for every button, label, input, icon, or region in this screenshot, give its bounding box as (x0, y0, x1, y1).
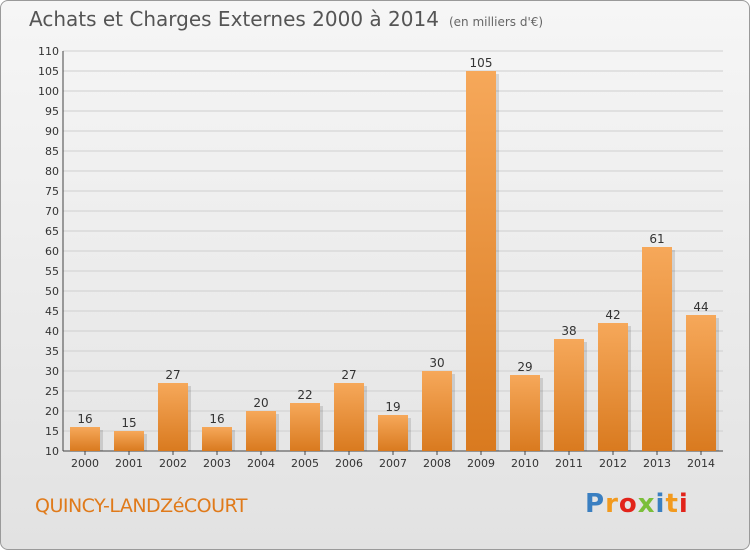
bar-2014 (686, 315, 716, 451)
proxiti-logo: Proxiti (585, 489, 689, 519)
y-tick-label: 35 (45, 345, 59, 358)
bar-2012 (598, 323, 628, 451)
commune-name: QUINCY-LANDZéCOURT (35, 495, 247, 517)
x-tick-label: 2002 (159, 457, 187, 470)
bar-2000 (70, 427, 100, 451)
bar-2004 (246, 411, 276, 451)
x-tick-label: 2010 (511, 457, 539, 470)
y-tick-label: 20 (45, 405, 59, 418)
bar-2008 (422, 371, 452, 451)
x-tick-label: 2008 (423, 457, 451, 470)
y-tick-label: 45 (45, 305, 59, 318)
bar-value-label: 42 (605, 308, 620, 322)
bar-value-label: 105 (470, 56, 493, 70)
bar-value-label: 22 (297, 388, 312, 402)
bar-value-label: 30 (429, 356, 444, 370)
y-tick-label: 95 (45, 105, 59, 118)
bar-value-label: 16 (209, 412, 224, 426)
bar-2009 (466, 71, 496, 451)
y-tick-label: 70 (45, 205, 59, 218)
bar-value-label: 29 (517, 360, 532, 374)
y-tick-label: 55 (45, 265, 59, 278)
bar-value-label: 16 (77, 412, 92, 426)
logo-letter: r (605, 489, 619, 519)
y-tick-label: 40 (45, 325, 59, 338)
y-tick-label: 100 (38, 85, 59, 98)
logo-letter: P (585, 489, 606, 519)
chart-title: Achats et Charges Externes 2000 à 2014 (29, 7, 439, 31)
y-tick-label: 80 (45, 165, 59, 178)
bar-2010 (510, 375, 540, 451)
bar-2006 (334, 383, 364, 451)
logo-letter: i (678, 489, 689, 519)
x-tick-label: 2001 (115, 457, 143, 470)
bar-value-label: 27 (165, 368, 180, 382)
y-tick-label: 75 (45, 185, 59, 198)
y-tick-label: 110 (38, 45, 59, 58)
bar-value-label: 19 (385, 400, 400, 414)
x-tick-label: 2013 (643, 457, 671, 470)
bar-2011 (554, 339, 584, 451)
logo-letter: o (618, 489, 638, 519)
bar-2002 (158, 383, 188, 451)
y-tick-label: 85 (45, 145, 59, 158)
bar-2013 (642, 247, 672, 451)
bar-2003 (202, 427, 232, 451)
y-tick-label: 50 (45, 285, 59, 298)
x-tick-label: 2004 (247, 457, 275, 470)
y-tick-label: 60 (45, 245, 59, 258)
x-tick-label: 2003 (203, 457, 231, 470)
y-tick-label: 105 (38, 65, 59, 78)
logo-letter: x (637, 489, 656, 519)
y-tick-label: 15 (45, 425, 59, 438)
x-tick-label: 2012 (599, 457, 627, 470)
bar-value-label: 20 (253, 396, 268, 410)
y-tick-label: 10 (45, 445, 59, 458)
x-tick-label: 2005 (291, 457, 319, 470)
bar-2007 (378, 415, 408, 451)
bar-2001 (114, 431, 144, 451)
bar-2005 (290, 403, 320, 451)
x-tick-label: 2007 (379, 457, 407, 470)
bar-value-label: 61 (649, 232, 664, 246)
x-tick-label: 2011 (555, 457, 583, 470)
x-tick-label: 2006 (335, 457, 363, 470)
bar-value-label: 44 (693, 300, 708, 314)
logo-letter: t (665, 489, 679, 519)
bar-value-label: 38 (561, 324, 576, 338)
y-tick-label: 25 (45, 385, 59, 398)
chart-subtitle: (en milliers d'€) (448, 15, 544, 29)
bar-value-label: 15 (121, 416, 136, 430)
x-tick-label: 2000 (71, 457, 99, 470)
chart-title-row: Achats et Charges Externes 2000 à 2014 (e… (29, 7, 543, 31)
x-tick-label: 2009 (467, 457, 495, 470)
y-tick-label: 65 (45, 225, 59, 238)
y-tick-label: 90 (45, 125, 59, 138)
bar-value-label: 27 (341, 368, 356, 382)
x-tick-label: 2014 (687, 457, 715, 470)
y-tick-label: 30 (45, 365, 59, 378)
logo-letter: i (655, 489, 666, 519)
